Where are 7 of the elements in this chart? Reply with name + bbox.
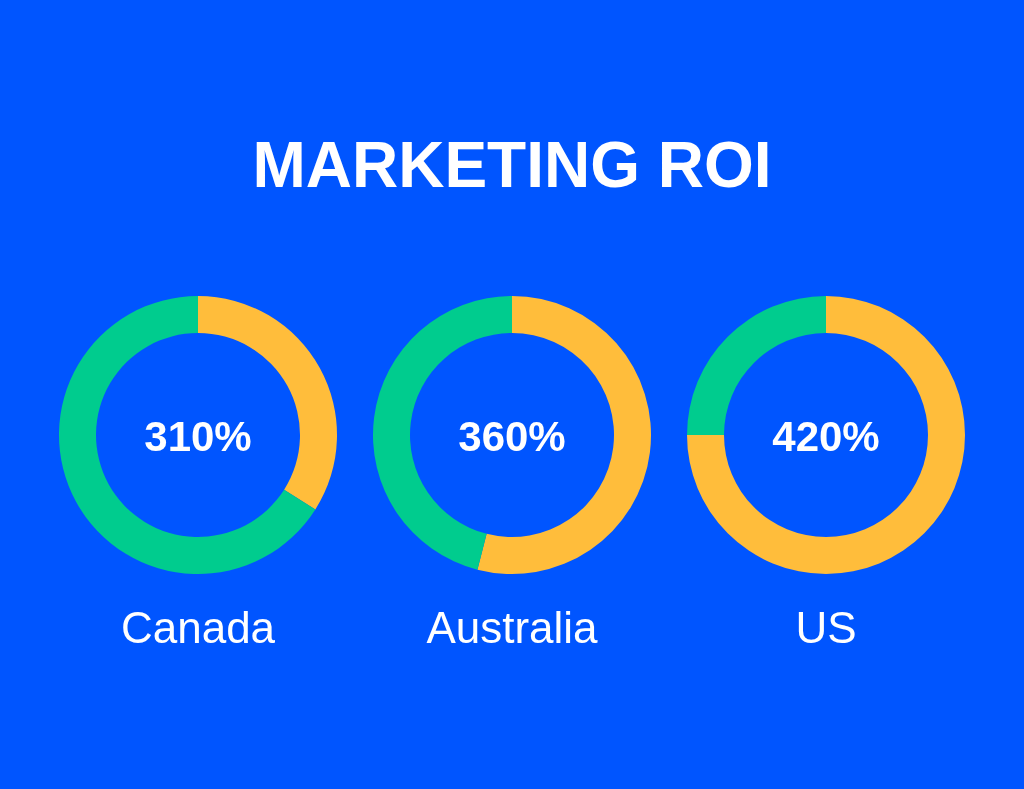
text: Australia bbox=[426, 602, 599, 652]
text: 360% bbox=[458, 412, 566, 460]
text: 420% bbox=[772, 412, 880, 460]
text: MARKETING ROI bbox=[251, 128, 773, 202]
text: Canada bbox=[120, 602, 276, 652]
text: US bbox=[795, 602, 857, 652]
text: 310% bbox=[144, 412, 252, 460]
